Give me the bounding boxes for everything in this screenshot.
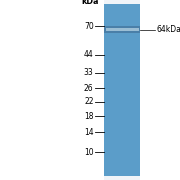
Text: 44: 44	[84, 50, 94, 59]
Text: 10: 10	[84, 148, 94, 157]
Text: 22: 22	[84, 97, 94, 106]
Bar	[104, 4, 140, 176]
Text: 33: 33	[84, 68, 94, 77]
Bar	[0, 0, 104, 180]
Text: 18: 18	[84, 112, 94, 121]
Text: kDa: kDa	[82, 0, 99, 6]
Bar	[106, 28, 139, 31]
Text: 64kDa: 64kDa	[157, 25, 180, 34]
Text: 70: 70	[84, 22, 94, 31]
Text: 26: 26	[84, 84, 94, 93]
Text: 14: 14	[84, 128, 94, 137]
Bar	[140, 0, 180, 180]
Bar	[104, 26, 140, 33]
